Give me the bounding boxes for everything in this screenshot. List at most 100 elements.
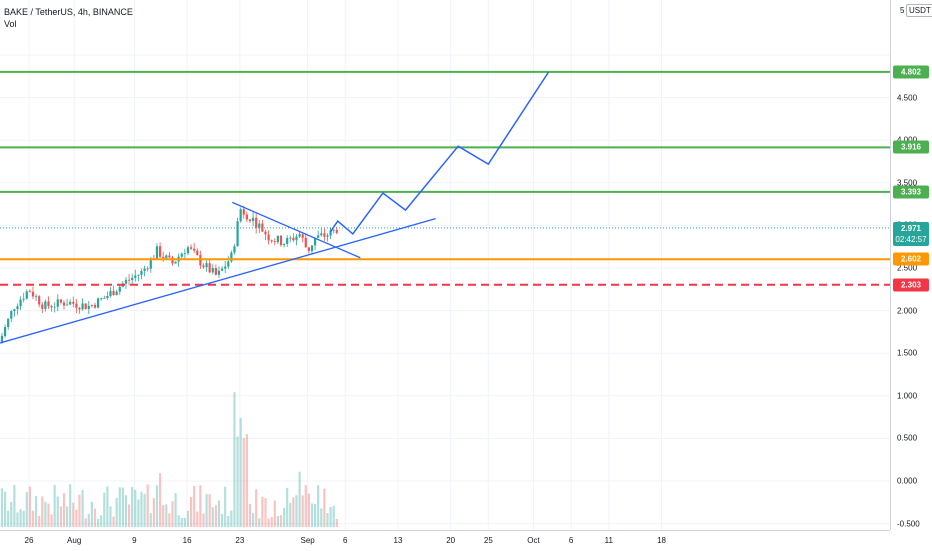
candle-body xyxy=(242,209,245,215)
candle-body xyxy=(171,257,174,264)
volume-bar xyxy=(186,510,190,527)
level-badge-4802: 4.802 xyxy=(893,65,929,79)
volume-bar xyxy=(227,515,230,527)
candle-body xyxy=(224,266,227,269)
candle-body xyxy=(189,247,193,249)
volume-bar xyxy=(217,500,221,527)
volume-bar xyxy=(143,493,146,527)
volume-bar xyxy=(53,485,56,527)
volume-bar xyxy=(44,501,47,527)
candle-body xyxy=(320,233,323,236)
candle-body xyxy=(273,241,276,243)
candle-body xyxy=(47,301,50,307)
candle-body xyxy=(44,301,47,309)
volume-bar xyxy=(158,473,162,527)
candle-body xyxy=(22,298,25,300)
candle-body xyxy=(143,268,146,271)
candle-body xyxy=(258,223,261,228)
volume-bar xyxy=(59,506,62,527)
candle-body xyxy=(230,252,233,262)
candle-body xyxy=(165,255,168,259)
volume-bar xyxy=(90,501,93,527)
candle-body xyxy=(180,253,183,257)
volume-bar xyxy=(100,515,103,527)
volume-bar xyxy=(171,501,174,527)
volume-bar xyxy=(317,485,320,527)
bar-countdown: 02:42:57 xyxy=(895,234,927,244)
volume-indicator-label[interactable]: Vol xyxy=(4,19,17,29)
candle-body xyxy=(174,261,177,264)
candle-body xyxy=(72,301,75,304)
candle-body xyxy=(149,258,152,269)
volume-bar xyxy=(118,487,121,527)
time-tick-label: Sep xyxy=(300,536,315,545)
price-tick-label: 4.000 xyxy=(897,136,917,145)
volume-bar xyxy=(276,516,279,527)
candle-body xyxy=(81,303,84,310)
time-tick-label: 18 xyxy=(657,536,666,545)
candle-body xyxy=(131,277,134,280)
candle-body xyxy=(124,279,128,284)
chart-legend: BAKE / TetherUS, 4h, BINANCE Vol xyxy=(4,6,133,30)
candle-body xyxy=(84,303,87,310)
level-badge-3393: 3.393 xyxy=(893,185,929,199)
volume-bar xyxy=(13,485,16,527)
candle-body xyxy=(109,290,112,296)
volume-bar xyxy=(75,509,78,527)
price-tick-label: 2.000 xyxy=(897,306,918,316)
time-tick-label: 6 xyxy=(343,536,348,545)
currency-unit-label[interactable]: USDT xyxy=(906,4,932,17)
top-price-tick: 5 xyxy=(900,6,905,15)
volume-bar xyxy=(310,503,314,527)
volume-bar xyxy=(168,513,171,527)
volume-bar xyxy=(264,498,267,527)
volume-bar xyxy=(189,497,193,527)
volume-bar xyxy=(292,497,295,527)
level-badge-2303: 2.303 xyxy=(893,278,929,292)
volume-bar xyxy=(177,515,180,527)
candle-body xyxy=(53,306,56,308)
volume-bar xyxy=(3,491,7,527)
candle-body xyxy=(155,246,159,259)
candle-body xyxy=(236,221,239,247)
volume-bar xyxy=(127,504,131,527)
volume-bar xyxy=(96,518,100,527)
volume-bar xyxy=(193,485,196,527)
candle-body xyxy=(332,229,335,231)
candle-body xyxy=(193,248,196,251)
volume-bar xyxy=(295,495,298,527)
price-scale[interactable]: 5 USDT 4.5004.0003.5003.0002.5002.0001.5… xyxy=(890,0,932,530)
candle-body xyxy=(7,318,10,327)
volume-bar xyxy=(65,506,69,527)
volume-bar xyxy=(298,471,301,527)
volume-bar xyxy=(16,512,19,527)
volume-bar xyxy=(155,485,159,527)
candle-body xyxy=(307,247,310,252)
volume-bar xyxy=(304,485,307,527)
price-chart[interactable] xyxy=(0,0,890,530)
candle-body xyxy=(245,214,248,220)
candle-body xyxy=(93,304,97,308)
chart-area[interactable]: BAKE / TetherUS, 4h, BINANCE Vol xyxy=(0,0,890,530)
volume-bar xyxy=(109,506,112,527)
candle-body xyxy=(239,209,242,222)
time-scale[interactable]: 26 Aug 9 16 23 Sep 6 13 20 25 Oct 6 11 18 xyxy=(0,530,890,551)
candle-body xyxy=(248,219,252,222)
candle-body xyxy=(146,268,149,270)
price-tick-label: 1.000 xyxy=(897,391,918,401)
volume-bar xyxy=(258,518,261,527)
volume-bar xyxy=(270,517,273,527)
volume-bar xyxy=(62,493,66,527)
volume-bar xyxy=(162,505,165,527)
volume-bar xyxy=(332,505,335,527)
volume-bar xyxy=(7,510,10,527)
volume-bar xyxy=(323,488,326,527)
candle-body xyxy=(10,311,13,319)
volume-bar xyxy=(255,489,258,527)
candle-body xyxy=(301,234,304,238)
volume-bar xyxy=(28,486,31,527)
volume-bar xyxy=(183,517,186,527)
candle-body xyxy=(59,299,62,303)
currency-unit-box[interactable]: 5 USDT xyxy=(893,4,932,17)
candle-body xyxy=(286,237,289,244)
